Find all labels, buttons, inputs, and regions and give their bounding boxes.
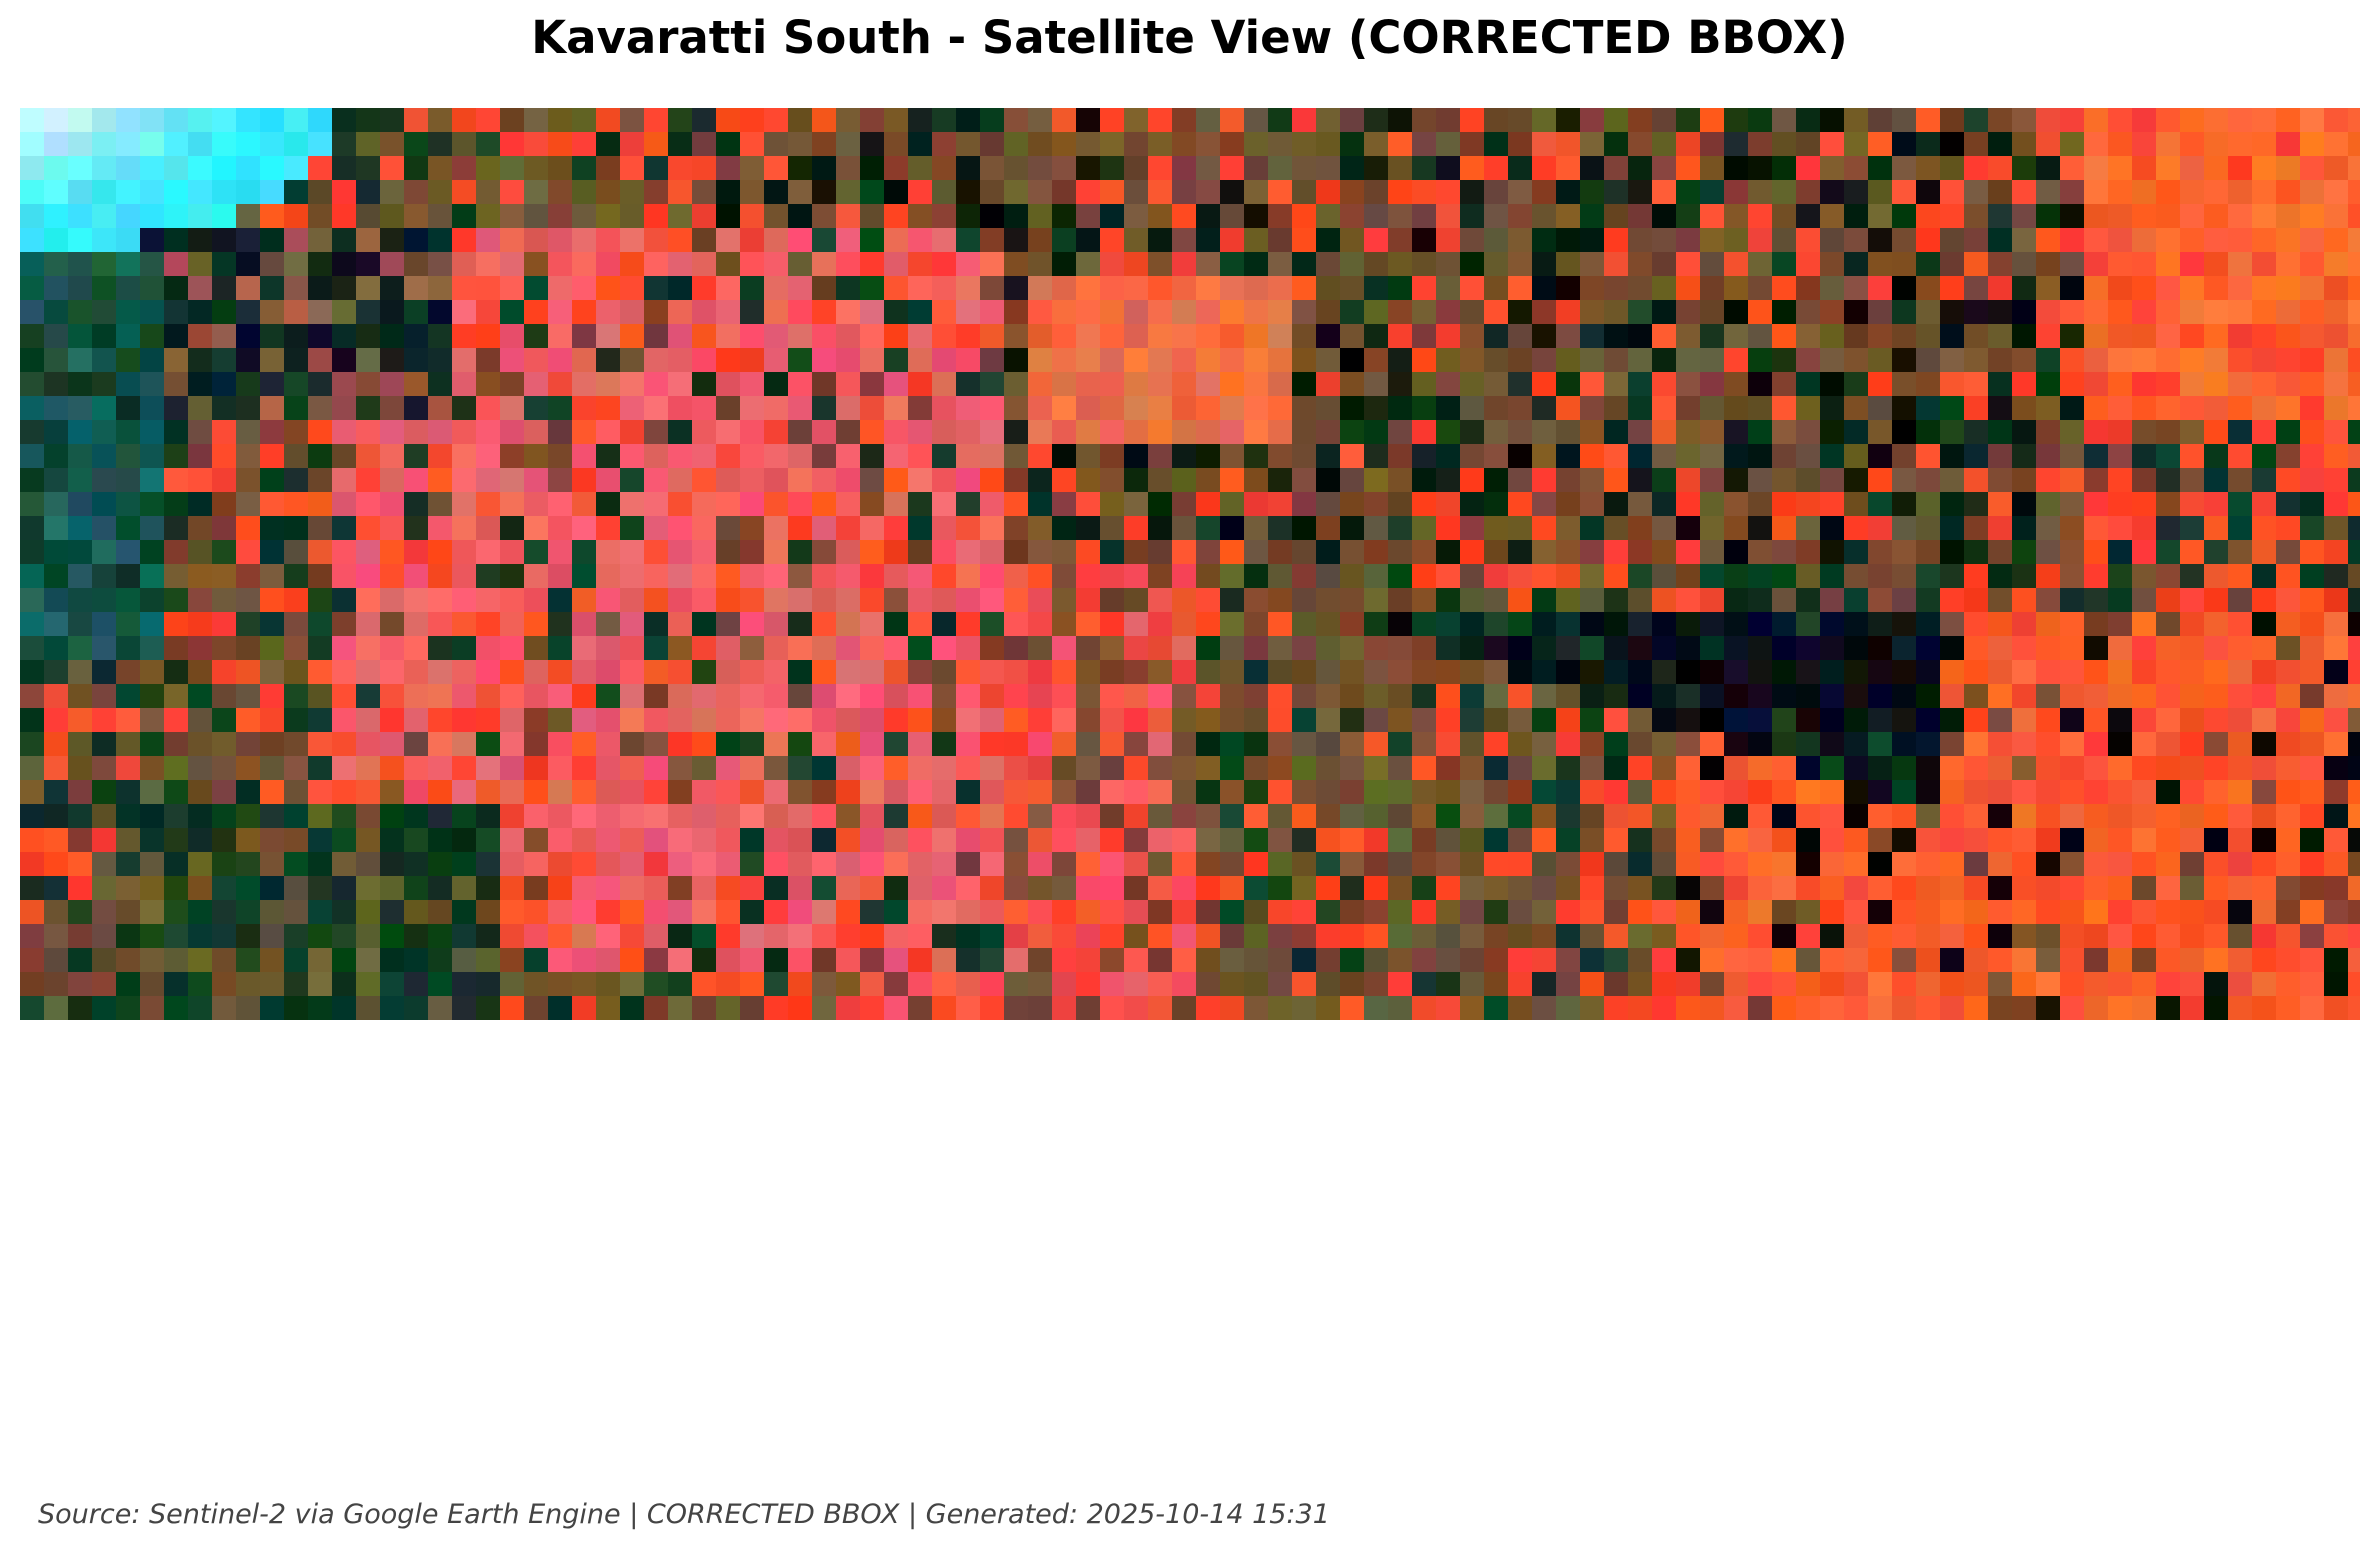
map-title: Kavaratti South - Satellite View (CORREC… — [531, 11, 1848, 64]
source-caption: Source: Sentinel-2 via Google Earth Engi… — [38, 1499, 1330, 1530]
satellite-image — [20, 108, 2360, 1020]
satellite-raster — [20, 108, 2360, 1020]
